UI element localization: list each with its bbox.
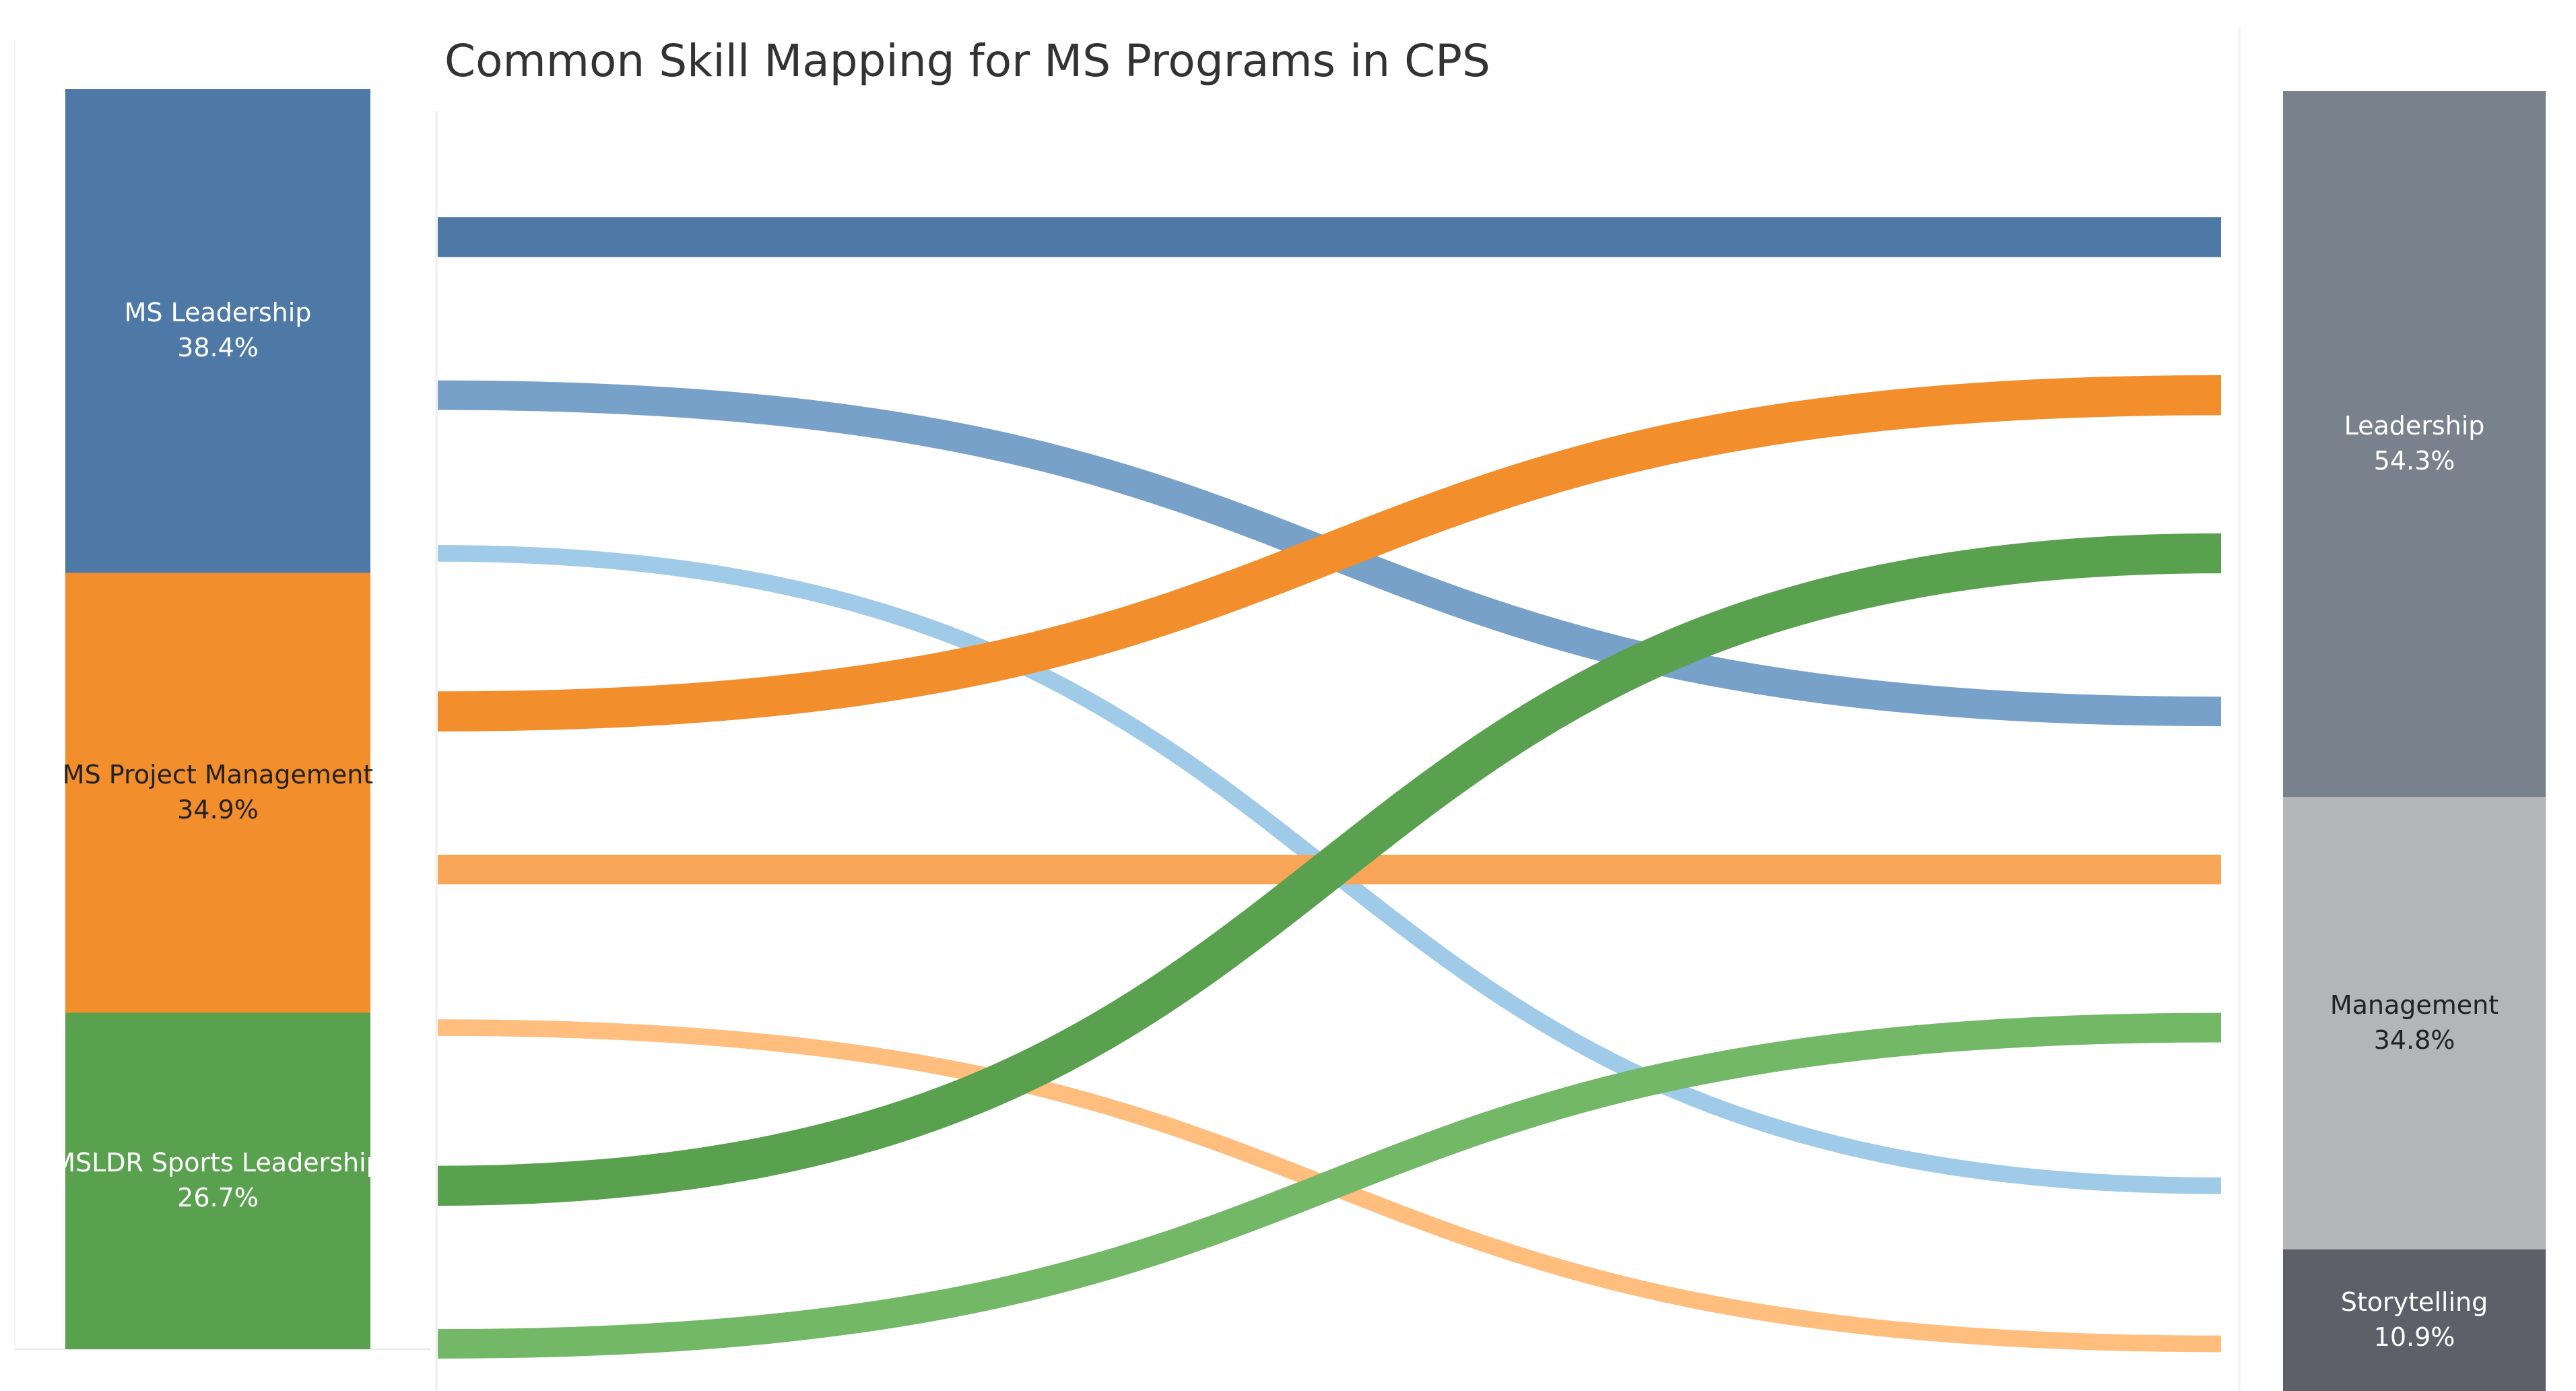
target-bar-management [2283,796,2546,1250]
source-percent-ms-project-management: 34.9% [177,795,259,824]
flow-ms-project-management-to-leadership [437,375,2222,732]
source-percent-ms-leadership: 38.4% [177,333,259,362]
node-layer: MS Leadership 38.4% MS Project Management 3… [53,89,2546,1391]
target-percent-leadership: 54.3% [2374,446,2455,476]
target-bar-storytelling [2283,1249,2546,1391]
target-bar-leadership [2283,91,2546,797]
target-label-leadership: Leadership [2344,411,2485,441]
source-label-ms-leadership: MS Leadership [125,298,312,327]
source-label-msldr-sports-leadership: MSLDR Sports Leadership [53,1148,383,1177]
flow-msldr-sports-leadership-to-management [437,1012,2222,1359]
target-node-management: Management 34.8% [2283,796,2546,1250]
target-label-management: Management [2330,990,2499,1020]
target-percent-management: 34.8% [2374,1025,2455,1055]
target-node-storytelling: Storytelling 10.9% [2283,1249,2546,1391]
target-label-storytelling: Storytelling [2341,1287,2488,1317]
source-bar-ms-project-management [65,573,370,1013]
flow-layer [437,217,2222,1359]
source-node-msldr-sports-leadership: MSLDR Sports Leadership 26.7% [53,1012,383,1349]
source-node-ms-project-management: MS Project Management 34.9% [63,573,373,1013]
target-percent-storytelling: 10.9% [2374,1322,2455,1352]
source-label-ms-project-management: MS Project Management [63,760,373,789]
source-percent-msldr-sports-leadership: 26.7% [177,1183,259,1212]
source-bar-msldr-sports-leadership [65,1012,370,1349]
chart-title: Common Skill Mapping for MS Programs in … [444,35,1490,87]
flow-msldr-sports-leadership-to-leadership [437,533,2222,1206]
target-node-leadership: Leadership 54.3% [2283,91,2546,797]
source-node-ms-leadership: MS Leadership 38.4% [65,89,370,573]
source-bar-ms-leadership [65,89,370,573]
